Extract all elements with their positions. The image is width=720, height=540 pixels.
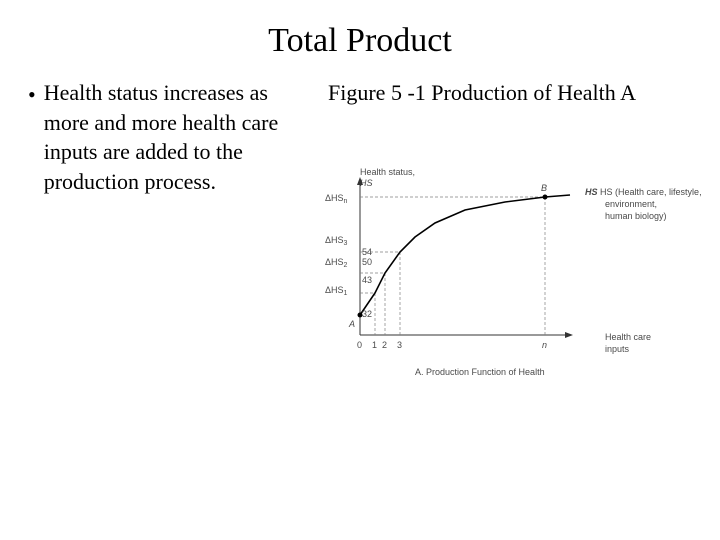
x-tick-0: 0 [357, 340, 362, 350]
y-val-50: 50 [362, 257, 372, 267]
y-val-32: 32 [362, 309, 372, 319]
point-b-label: B [541, 183, 547, 193]
chart-subtitle: A. Production Function of Health [415, 367, 545, 377]
left-column: • Health status increases as more and mo… [28, 78, 308, 197]
figure-caption: Figure 5 -1 Production of Health A [328, 78, 692, 108]
y-axis-title-1: Health status, [360, 167, 415, 177]
curve-label-3: human biology) [605, 211, 667, 221]
x-tick-2: 2 [382, 340, 387, 350]
hs-curve [360, 195, 570, 315]
guide-lines [360, 197, 545, 335]
bullet-text: Health status increases as more and more… [44, 78, 308, 197]
point-b-marker [543, 195, 548, 200]
curve-label-1: HS HS (Health care, lifestyle, [585, 187, 702, 197]
bullet-item: • Health status increases as more and mo… [28, 78, 308, 197]
curve-label-2: environment, [605, 199, 657, 209]
production-chart: Health status, HS A B ΔHSn ΔHS3 ΔHS2 ΔHS… [305, 165, 705, 405]
x-axis-title-2: inputs [605, 344, 630, 354]
point-a-label: A [348, 319, 355, 329]
x-axis-title-1: Health care [605, 332, 651, 342]
delta-hs-1: ΔHS1 [325, 285, 348, 297]
x-tick-3: 3 [397, 340, 402, 350]
y-val-43: 43 [362, 275, 372, 285]
chart-container: Health status, HS A B ΔHSn ΔHS3 ΔHS2 ΔHS… [305, 165, 705, 405]
x-axis-arrow [565, 332, 573, 338]
bullet-marker: • [28, 78, 36, 197]
x-tick-n: n [542, 340, 547, 350]
y-val-54: 54 [362, 247, 372, 257]
x-tick-1: 1 [372, 340, 377, 350]
page-title: Total Product [0, 0, 720, 78]
delta-hs-3: ΔHS3 [325, 235, 348, 247]
delta-hs-n: ΔHSn [325, 193, 348, 205]
delta-hs-2: ΔHS2 [325, 257, 348, 269]
